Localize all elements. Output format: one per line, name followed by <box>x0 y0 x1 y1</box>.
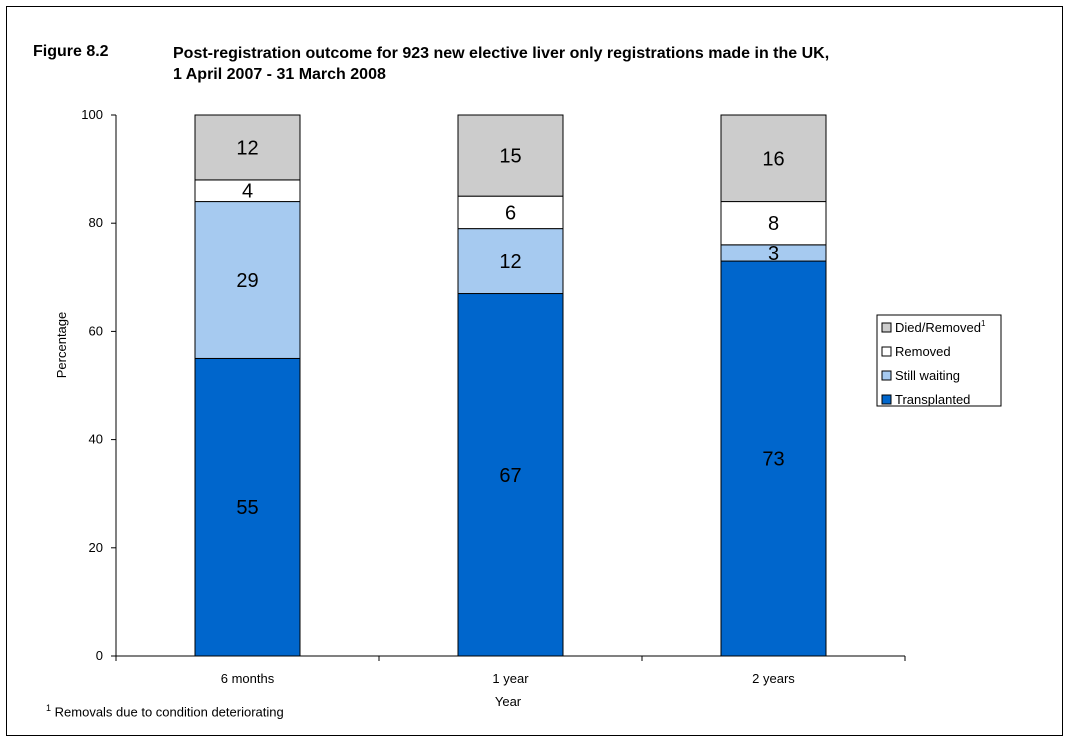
bar-value-label: 6 <box>505 202 516 224</box>
y-tick-label: 20 <box>89 540 103 555</box>
bar-segment-transplanted <box>194 357 301 657</box>
x-tick-label: 1 year <box>492 671 529 686</box>
figure-title-line-1: Post-registration outcome for 923 new el… <box>173 45 830 62</box>
y-tick-label: 0 <box>96 648 103 663</box>
legend-label: Died/Removed1 <box>895 319 986 335</box>
bar-value-label: 4 <box>242 181 253 203</box>
bars: 55 29 4 12 67 12 6 15 73 3 8 16 <box>194 114 827 657</box>
bar-value-label: 15 <box>499 146 521 168</box>
bar-value-label: 12 <box>499 251 521 273</box>
bar-segment-still-waiting <box>457 228 564 295</box>
legend-box <box>876 314 1002 407</box>
bar-value-label: 12 <box>236 137 258 159</box>
bar-segment-removed <box>457 195 564 230</box>
bar-value-label: 29 <box>236 270 258 292</box>
bar-segment-died-removed <box>457 114 564 197</box>
footnote-text: Removals due to condition deteriorating <box>54 704 284 720</box>
bar-value-label: 73 <box>762 449 784 471</box>
bar-segment-died-removed <box>720 114 827 203</box>
bar-value-label: 55 <box>236 497 258 519</box>
legend-label: Still waiting <box>895 368 960 383</box>
figure-title: Post-registration outcome for 923 new el… <box>173 43 1053 85</box>
y-axis-label: Percentage <box>54 312 69 379</box>
x-axis-label: Year <box>495 694 522 709</box>
bar-value-label: 3 <box>768 243 779 265</box>
legend-swatch <box>881 370 892 381</box>
y-tick-label: 80 <box>89 215 103 230</box>
legend-swatch <box>881 346 892 357</box>
legend: Died/Removed1 Removed Still waiting Transpl… <box>876 314 1002 407</box>
figure-label: Figure 8.2 <box>33 43 109 60</box>
legend-swatch <box>881 394 892 405</box>
y-tick-label: 40 <box>89 432 103 447</box>
bar-segment-still-waiting <box>194 201 301 359</box>
bar-value-label: 67 <box>499 465 521 487</box>
y-tick-label: 100 <box>81 107 103 122</box>
bar-segment-died-removed <box>194 114 301 181</box>
y-tick-label: 60 <box>89 323 103 338</box>
footnote: 1 Removals due to condition deterioratin… <box>46 703 284 719</box>
legend-label: Transplanted <box>895 392 970 407</box>
x-tick-label: 6 months <box>221 671 275 686</box>
legend-label: Removed <box>895 344 951 359</box>
legend-superscript: 1 <box>981 319 986 328</box>
figure-title-line-2: 1 April 2007 - 31 March 2008 <box>173 66 386 83</box>
x-tick-label: 2 years <box>752 671 795 686</box>
bar-segment-transplanted <box>457 293 564 657</box>
bar-segment-transplanted <box>720 260 827 657</box>
footnote-marker: 1 <box>46 703 52 713</box>
bar-value-label: 8 <box>768 213 779 235</box>
bar-segment-removed <box>720 201 827 246</box>
bar-value-label: 16 <box>762 148 784 170</box>
legend-swatch <box>881 322 892 333</box>
x-ticks: 6 months 1 year 2 years <box>115 656 906 686</box>
y-ticks: 0 20 40 60 80 100 <box>81 107 116 663</box>
